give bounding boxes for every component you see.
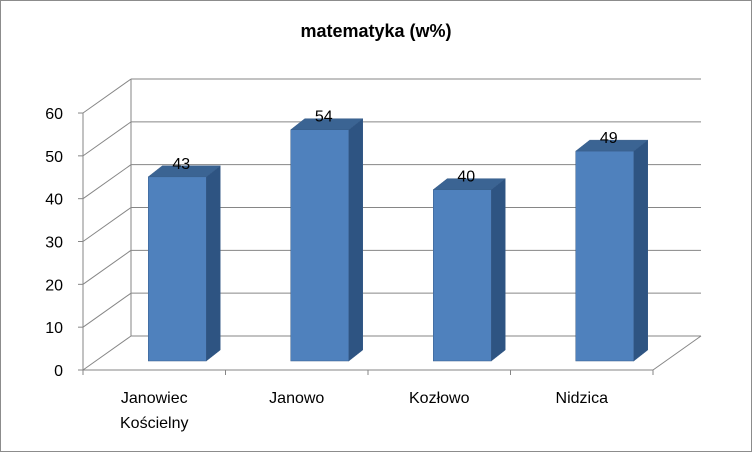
bar — [575, 150, 634, 362]
bar — [433, 189, 492, 362]
wall-gridline-diagonal — [82, 121, 132, 157]
bar — [290, 129, 349, 362]
y-tick-label: 10 — [45, 320, 63, 337]
data-label: 43 — [172, 156, 190, 173]
x-tick-label: Kościelny — [120, 415, 188, 432]
bar-side — [633, 139, 648, 362]
y-tick-label: 30 — [45, 235, 63, 252]
y-tick-label: 40 — [45, 192, 63, 209]
wall-gridline-diagonal — [82, 335, 132, 371]
bar-side — [491, 178, 506, 362]
wall-gridline-diagonal — [82, 164, 132, 200]
data-label: 49 — [600, 130, 618, 147]
x-tick-label: Kozłowo — [409, 390, 470, 407]
x-tick-label: Janowo — [269, 390, 324, 407]
bar-side — [206, 165, 221, 362]
y-tick-label: 20 — [45, 277, 63, 294]
y-tick-label: 60 — [45, 106, 63, 123]
wall-gridline-diagonal — [82, 207, 132, 242]
y-tick-label: 50 — [45, 149, 63, 166]
chart-title: matematyka (w%) — [300, 21, 452, 41]
bar-side — [348, 118, 363, 362]
y-tick-label: 0 — [54, 363, 63, 380]
wall-gridline-diagonal — [82, 78, 132, 114]
wall-gridline-diagonal — [82, 249, 132, 285]
bar — [148, 176, 207, 362]
data-label: 54 — [315, 109, 333, 126]
x-tick-label: Janowiec — [121, 390, 188, 407]
x-tick-label: Nidzica — [556, 390, 609, 407]
data-label: 40 — [457, 169, 475, 186]
floor-edge — [652, 335, 702, 371]
wall-gridline-diagonal — [82, 292, 132, 328]
